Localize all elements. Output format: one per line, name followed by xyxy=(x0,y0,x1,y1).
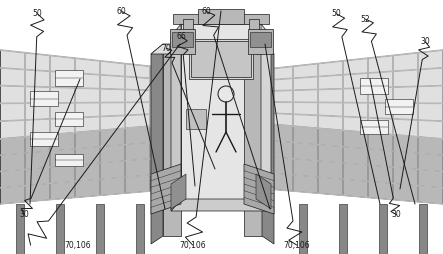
Polygon shape xyxy=(55,112,83,126)
Polygon shape xyxy=(183,19,193,32)
Polygon shape xyxy=(186,109,206,129)
Text: 70,106: 70,106 xyxy=(179,241,206,250)
Polygon shape xyxy=(360,78,388,94)
Polygon shape xyxy=(181,24,261,199)
Polygon shape xyxy=(30,91,58,106)
Polygon shape xyxy=(299,204,307,254)
Polygon shape xyxy=(379,204,387,254)
Polygon shape xyxy=(173,14,269,24)
Text: 52: 52 xyxy=(361,14,370,24)
Polygon shape xyxy=(244,44,274,54)
Polygon shape xyxy=(249,19,259,32)
Polygon shape xyxy=(268,50,443,139)
Text: 50: 50 xyxy=(332,9,342,19)
Polygon shape xyxy=(419,204,427,254)
Polygon shape xyxy=(151,44,181,54)
Polygon shape xyxy=(244,44,262,236)
Polygon shape xyxy=(256,174,271,209)
Polygon shape xyxy=(171,199,271,211)
Text: 60: 60 xyxy=(117,7,127,16)
Polygon shape xyxy=(360,120,388,134)
Text: 66: 66 xyxy=(177,32,187,41)
Polygon shape xyxy=(170,29,195,54)
Polygon shape xyxy=(56,204,64,254)
Polygon shape xyxy=(151,44,163,244)
Polygon shape xyxy=(339,204,347,254)
Polygon shape xyxy=(250,32,271,47)
Text: 70,106: 70,106 xyxy=(64,241,91,250)
Polygon shape xyxy=(96,204,104,254)
Polygon shape xyxy=(248,29,273,54)
Polygon shape xyxy=(30,132,58,146)
Text: 30: 30 xyxy=(19,210,29,219)
Polygon shape xyxy=(171,174,186,209)
Text: 30: 30 xyxy=(392,210,401,219)
Polygon shape xyxy=(191,41,251,77)
Polygon shape xyxy=(189,39,253,79)
Polygon shape xyxy=(385,99,413,114)
Polygon shape xyxy=(171,24,181,211)
Polygon shape xyxy=(261,24,271,211)
Circle shape xyxy=(218,86,234,102)
Polygon shape xyxy=(163,44,181,236)
Polygon shape xyxy=(262,44,274,244)
Polygon shape xyxy=(0,50,175,139)
Polygon shape xyxy=(244,164,274,214)
Text: 60: 60 xyxy=(201,7,211,16)
Polygon shape xyxy=(0,124,175,204)
Polygon shape xyxy=(136,204,144,254)
Polygon shape xyxy=(55,154,83,166)
Polygon shape xyxy=(16,204,24,254)
Text: 50: 50 xyxy=(33,9,43,19)
Polygon shape xyxy=(55,70,83,86)
Polygon shape xyxy=(172,32,193,47)
Polygon shape xyxy=(268,124,443,204)
Text: 30: 30 xyxy=(420,37,430,46)
Polygon shape xyxy=(249,32,259,42)
Text: 70: 70 xyxy=(161,44,171,53)
Polygon shape xyxy=(198,9,244,24)
Polygon shape xyxy=(151,164,181,214)
Text: 70,106: 70,106 xyxy=(284,241,310,250)
Polygon shape xyxy=(183,32,193,42)
